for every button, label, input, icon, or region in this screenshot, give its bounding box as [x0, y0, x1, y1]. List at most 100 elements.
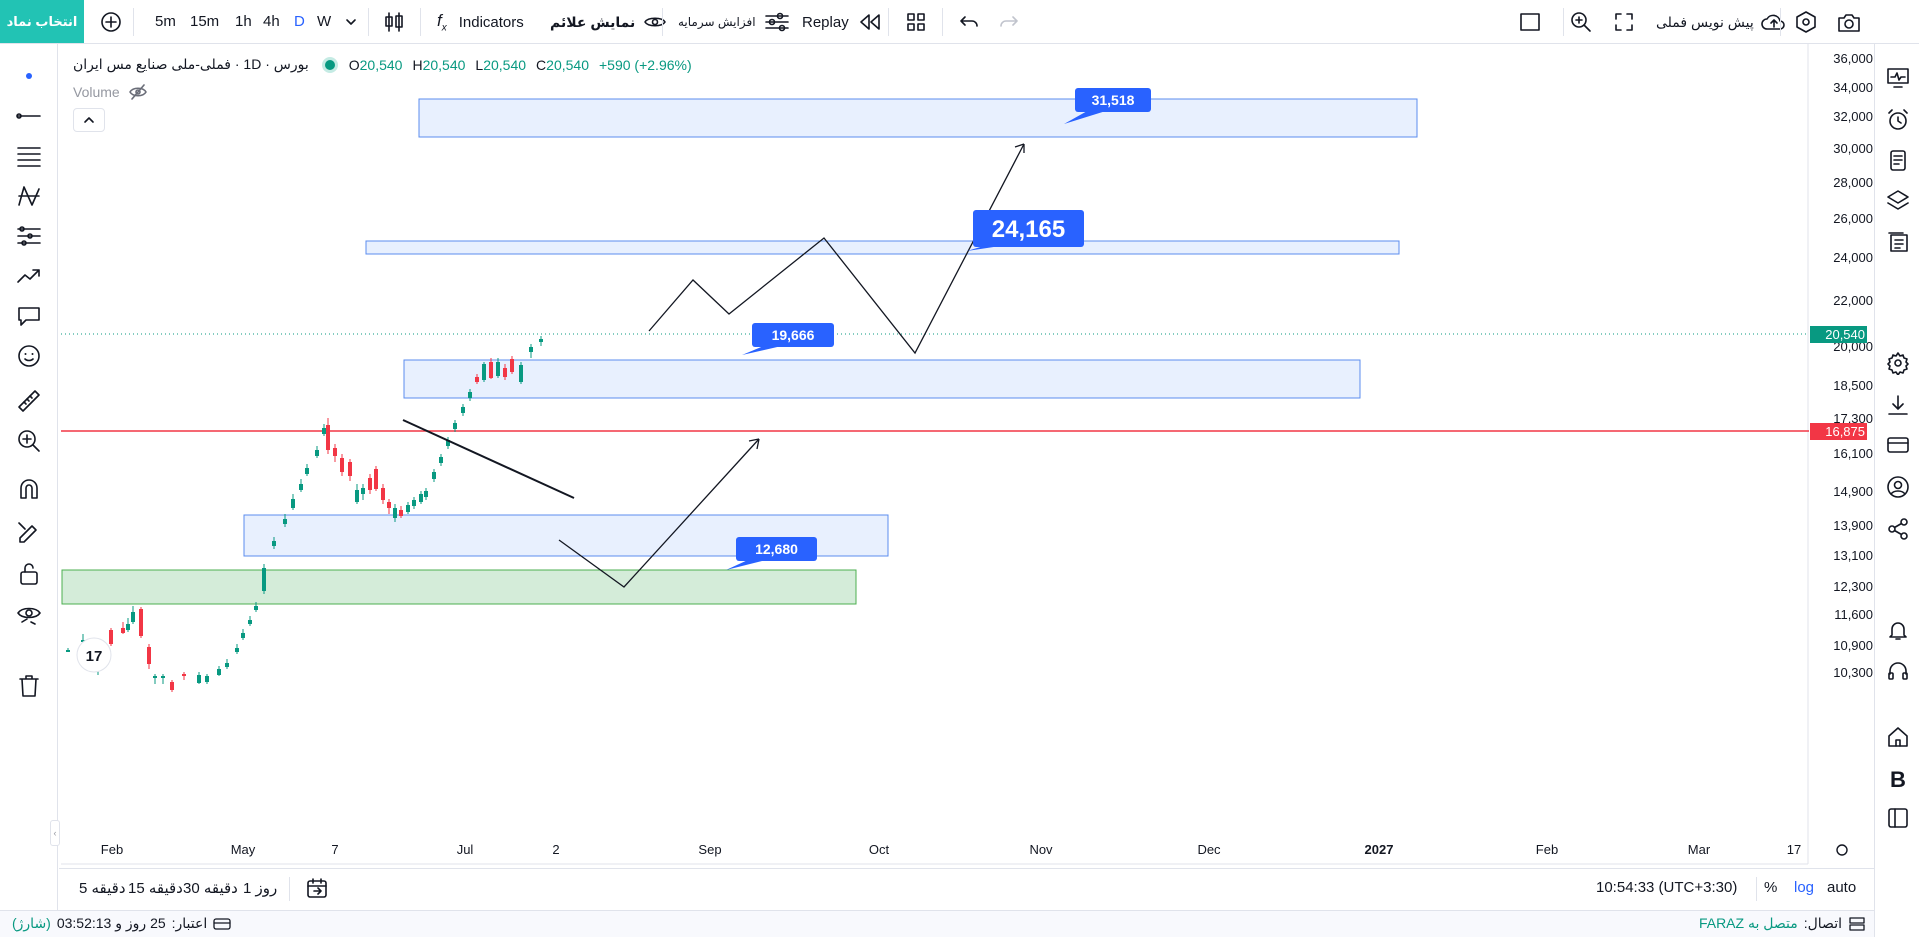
data-window-button[interactable]	[1882, 226, 1914, 258]
downtrend-line	[402, 419, 575, 499]
candle-body	[182, 674, 186, 676]
interval-dropdown[interactable]	[344, 0, 358, 44]
credit-note[interactable]: (شارژ)	[12, 915, 51, 931]
time-tick-label: Jul	[457, 842, 474, 857]
goto-date-button[interactable]	[305, 877, 329, 903]
snapshot-button[interactable]	[1836, 0, 1862, 44]
prebook-button[interactable]: پیش نویس فملی	[1656, 0, 1788, 44]
eye-hide-icon	[17, 607, 41, 625]
interval-1h[interactable]: 1h	[235, 13, 252, 30]
symbol-title[interactable]: بورس · 1D · فملی-ملی صنایع مس ایران	[73, 56, 309, 72]
notes-button[interactable]	[1882, 144, 1914, 176]
interval-4h[interactable]: 4h	[263, 13, 280, 30]
pattern-tool[interactable]	[13, 180, 45, 212]
home-button[interactable]	[1882, 721, 1914, 753]
candle-body	[272, 541, 276, 546]
symbol-search-button[interactable]: انتخاب نماد	[0, 0, 84, 43]
object-tree-button[interactable]	[1882, 184, 1914, 216]
range-1day[interactable]: 1 روز	[243, 880, 278, 897]
layout-button[interactable]	[905, 0, 927, 44]
wallet-button[interactable]	[1882, 429, 1914, 461]
card-icon	[1887, 437, 1909, 453]
candle-body	[170, 682, 174, 690]
credit-label: اعتبار:	[171, 915, 208, 931]
b-letter-icon: B	[1890, 767, 1906, 792]
remove-drawings-tool[interactable]	[13, 670, 45, 702]
trend-line-tool[interactable]	[13, 100, 45, 132]
percent-scale-toggle[interactable]: %	[1764, 879, 1778, 896]
price-tick-label: 10,300	[1833, 665, 1873, 680]
settings-button-right[interactable]	[1882, 347, 1914, 379]
top-toolbar: انتخاب نماد 5m 15m 1h 4h D W fx Indicato…	[0, 0, 1919, 44]
bell-icon	[1889, 622, 1907, 640]
capital-increase-button[interactable]: افزایش سرمایه	[678, 0, 790, 44]
eye-icon	[644, 17, 667, 27]
candle-body	[322, 428, 326, 434]
volume-legend[interactable]: Volume	[73, 84, 148, 100]
support-button[interactable]	[1882, 655, 1914, 687]
auto-scale-toggle[interactable]: auto	[1827, 879, 1857, 896]
quick-search-button[interactable]	[1569, 0, 1593, 44]
interval-5m[interactable]: 5m	[155, 13, 176, 30]
interval-15m[interactable]: 15m	[190, 13, 220, 30]
price-tick-label: 13,100	[1833, 548, 1873, 563]
sidebar-toggle-button[interactable]	[1882, 802, 1914, 834]
broker-button[interactable]: B	[1882, 764, 1914, 796]
candle-body	[419, 494, 423, 502]
lock-tool[interactable]	[13, 558, 45, 590]
share-icon	[1888, 518, 1908, 540]
time-tick-label: Feb	[101, 842, 123, 857]
fullscreen-frame-button[interactable]	[1518, 0, 1542, 44]
clock-timezone[interactable]: 10:54:33 (UTC+3:30)	[1596, 879, 1738, 896]
candle-body	[109, 630, 113, 644]
price-tick-label: 24,000	[1833, 250, 1873, 265]
share-button[interactable]	[1882, 513, 1914, 545]
profile-button[interactable]	[1882, 471, 1914, 503]
callout-target-3-box	[752, 323, 834, 347]
icon-tool[interactable]	[13, 340, 45, 372]
legend-collapse-button[interactable]	[73, 108, 105, 132]
replay-button[interactable]: Replay	[802, 0, 883, 44]
watchlist-button[interactable]	[1882, 62, 1914, 94]
projection-tool[interactable]	[13, 260, 45, 292]
fib-tool[interactable]	[13, 140, 45, 172]
zoom-tool[interactable]	[13, 425, 45, 457]
stay-drawing-tool[interactable]	[13, 517, 45, 549]
log-scale-toggle[interactable]: log	[1794, 879, 1815, 896]
function-icon: fx	[437, 10, 447, 34]
range-15min[interactable]: 15 دقیقه	[128, 880, 183, 897]
candle-body	[399, 510, 403, 516]
cursor-tool[interactable]	[13, 60, 45, 92]
annotation-tool[interactable]	[13, 300, 45, 332]
toolbar-collapse-handle[interactable]: ‹	[50, 820, 60, 846]
measure-tool[interactable]	[13, 385, 45, 417]
settings-button[interactable]	[1794, 0, 1818, 44]
indicators-button[interactable]: fx Indicators	[437, 0, 524, 44]
candle-body	[381, 488, 385, 500]
fullscreen-button[interactable]	[1613, 0, 1635, 44]
candle-body	[348, 462, 352, 476]
notifications-button[interactable]	[1882, 614, 1914, 646]
chevron-up-icon	[84, 117, 94, 123]
interval-1d[interactable]: D	[294, 13, 305, 30]
show-signals-button[interactable]: نمایش علائم	[550, 0, 667, 44]
range-30min[interactable]: 30 دقیقه	[183, 880, 238, 897]
callout-target-1-box	[1075, 88, 1151, 112]
forecast-tool[interactable]	[13, 220, 45, 252]
price-chart[interactable]: 36,000 34,000 32,000 30,000 28,000 26,000 24,0…	[59, 44, 1874, 868]
chart-type-button[interactable]	[383, 0, 405, 44]
alerts-button[interactable]	[1882, 104, 1914, 136]
download-button[interactable]	[1882, 389, 1914, 421]
range-5min[interactable]: 5 دقیقه	[79, 880, 126, 897]
grid-icon	[907, 13, 925, 31]
redo-button[interactable]	[998, 0, 1020, 44]
magnet-tool[interactable]	[13, 474, 45, 506]
volume-label: Volume	[73, 84, 120, 100]
compare-add-button[interactable]	[100, 0, 122, 44]
connection-info: اتصال: متصل به FARAZ	[1699, 915, 1866, 932]
hide-drawings-tool[interactable]	[13, 599, 45, 631]
interval-1w[interactable]: W	[317, 13, 332, 30]
undo-button[interactable]	[958, 0, 980, 44]
price-tick-label: 18,500	[1833, 378, 1873, 393]
replay-label: Replay	[802, 13, 849, 31]
